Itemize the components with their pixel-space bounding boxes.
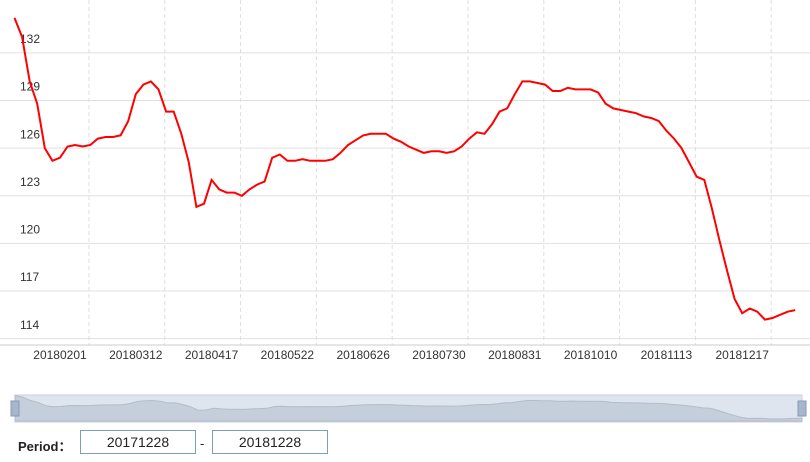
zoom-preview: [14, 394, 803, 422]
x-tick-label: 20180522: [261, 348, 315, 362]
line: [13, 17, 796, 321]
x-tick-label: 20180417: [185, 348, 239, 362]
end-date-input[interactable]: 20181228: [212, 430, 328, 454]
y-tick-label: 126: [20, 127, 40, 141]
x-tick-label: 20181113: [641, 348, 693, 362]
zoom-handle[interactable]: [10, 400, 20, 417]
x-tick-label: 20180831: [488, 348, 542, 362]
x-tick-label: 20181010: [564, 348, 618, 362]
x-tick-label: 20180312: [109, 348, 163, 362]
y-tick-label: 114: [20, 318, 39, 332]
start-date-input[interactable]: 20171228: [80, 430, 196, 454]
y-tick-label: 120: [20, 223, 40, 237]
x-tick-label: 20180201: [33, 348, 87, 362]
separator: -: [200, 436, 205, 451]
x-tick-label: 20180626: [336, 348, 390, 362]
y-tick-label: 123: [20, 175, 40, 189]
y-tick-label: 117: [20, 270, 39, 284]
x-tick-label: 20181217: [715, 348, 769, 362]
chart: 132 129 126 123 120 117 114 20180201 20180312 201…: [0, 0, 810, 423]
y-tick-label: 132: [20, 32, 40, 46]
period-label: Period：: [18, 439, 72, 454]
zoom-handle[interactable]: [797, 400, 807, 417]
y-tick-label: 129: [20, 80, 40, 94]
x-tick-label: 20180730: [412, 348, 466, 362]
